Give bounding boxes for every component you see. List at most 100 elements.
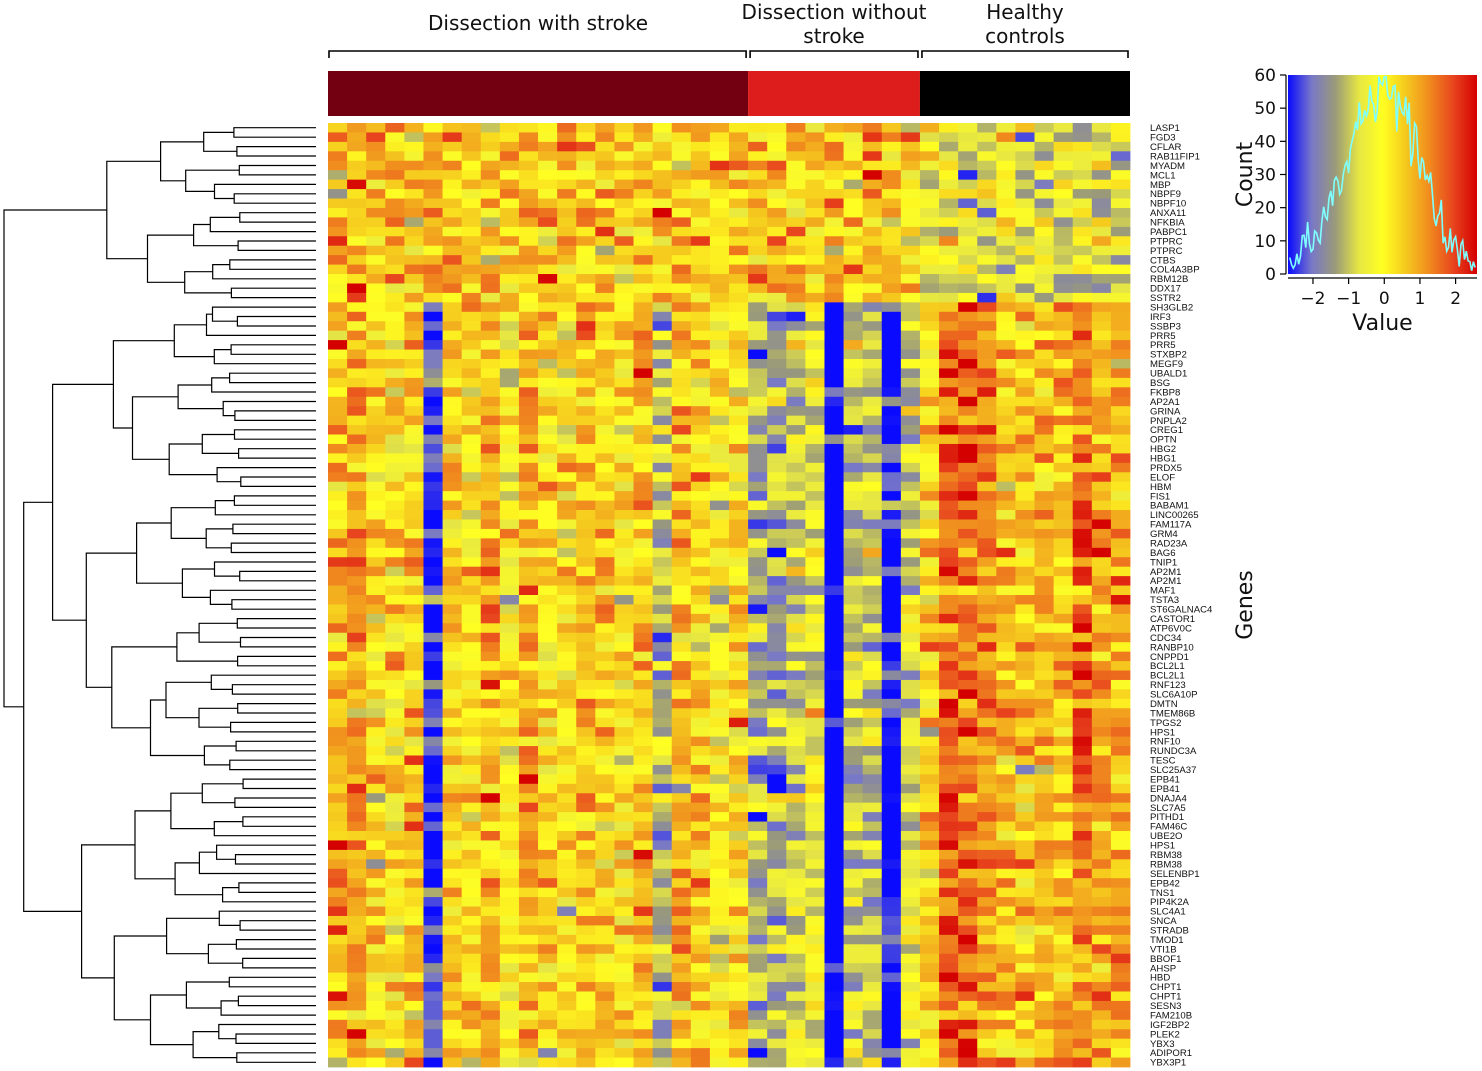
heatmap-cell bbox=[709, 576, 730, 586]
heatmap-cell bbox=[461, 604, 482, 615]
heatmap-cell bbox=[404, 736, 424, 747]
heatmap-cell bbox=[862, 868, 883, 879]
heatmap-cell bbox=[423, 708, 443, 719]
heatmap-cell bbox=[977, 595, 997, 605]
heatmap-cell bbox=[518, 679, 539, 690]
heatmap-cell bbox=[423, 849, 443, 860]
heatmap-cell bbox=[557, 226, 577, 237]
heatmap-cell bbox=[595, 802, 615, 813]
heatmap-cell bbox=[671, 132, 692, 143]
heatmap-cell bbox=[385, 821, 405, 832]
heatmap-cell bbox=[881, 642, 902, 653]
heatmap-cell bbox=[786, 708, 806, 719]
heatmap-cell bbox=[633, 547, 654, 558]
heatmap-cell bbox=[652, 1000, 673, 1011]
heatmap-cell bbox=[919, 642, 940, 653]
heatmap-cell bbox=[919, 764, 940, 775]
heatmap-cell bbox=[824, 576, 844, 586]
heatmap-cell bbox=[499, 236, 520, 247]
heatmap-cell bbox=[671, 434, 692, 445]
heatmap-cell bbox=[824, 1019, 844, 1030]
heatmap-cell bbox=[1015, 406, 1035, 417]
heatmap-cell bbox=[709, 274, 730, 284]
heatmap-cell bbox=[557, 878, 577, 889]
heatmap-cell bbox=[824, 443, 844, 454]
heatmap-cell bbox=[690, 226, 711, 237]
heatmap-cell bbox=[919, 661, 940, 671]
heatmap-cell bbox=[442, 604, 463, 615]
heatmap-cell bbox=[1110, 670, 1131, 681]
heatmap-cell bbox=[576, 226, 596, 237]
heatmap-cell bbox=[900, 151, 921, 162]
heatmap-cell bbox=[843, 859, 864, 870]
heatmap-cell bbox=[690, 793, 711, 804]
heatmap-cell bbox=[1072, 481, 1093, 492]
heatmap-cell bbox=[786, 963, 806, 973]
heatmap-cell bbox=[748, 528, 768, 539]
heatmap-cell bbox=[824, 868, 844, 879]
heatmap-cell bbox=[480, 717, 501, 728]
heatmap-cell bbox=[595, 604, 615, 615]
gene-label: MBP bbox=[1150, 180, 1171, 191]
heatmap-cell bbox=[576, 519, 596, 530]
heatmap-cell bbox=[1072, 321, 1093, 332]
heatmap-cell bbox=[385, 783, 405, 794]
heatmap-cell bbox=[805, 217, 825, 228]
heatmap-cell bbox=[404, 198, 424, 209]
heatmap-cell bbox=[767, 1019, 787, 1030]
heatmap-cell bbox=[1091, 934, 1112, 945]
heatmap-cell bbox=[1015, 321, 1035, 332]
heatmap-cell bbox=[538, 982, 558, 992]
heatmap-cell bbox=[709, 897, 730, 907]
heatmap-cell bbox=[385, 934, 405, 945]
heatmap-cell bbox=[595, 953, 615, 964]
heatmap-cell bbox=[805, 396, 825, 407]
heatmap-cell bbox=[385, 170, 405, 181]
heatmap-cell bbox=[1034, 1029, 1055, 1040]
heatmap-cell bbox=[824, 878, 844, 889]
heatmap-cell bbox=[977, 283, 997, 294]
heatmap-cell bbox=[900, 359, 921, 369]
heatmap-cell bbox=[1015, 689, 1035, 700]
heatmap-cell bbox=[767, 708, 787, 719]
heatmap-cell bbox=[538, 387, 558, 398]
heatmap-cell bbox=[805, 274, 825, 284]
heatmap-cell bbox=[652, 387, 673, 398]
heatmap-cell bbox=[1034, 670, 1055, 681]
heatmap-cell bbox=[1091, 443, 1112, 454]
heatmap-cell bbox=[824, 387, 844, 398]
heatmap-cell bbox=[404, 595, 424, 605]
heatmap-cell bbox=[328, 434, 348, 445]
heatmap-cell bbox=[328, 802, 348, 813]
heatmap-cell bbox=[518, 141, 539, 152]
heatmap-cell bbox=[977, 1038, 997, 1049]
heatmap-cell bbox=[404, 264, 424, 275]
heatmap-cell bbox=[347, 510, 367, 520]
heatmap-cell bbox=[805, 604, 825, 615]
heatmap-cell bbox=[843, 1048, 864, 1058]
heatmap-cell bbox=[1091, 566, 1112, 577]
heatmap-cell bbox=[614, 972, 634, 983]
heatmap-cell bbox=[900, 661, 921, 671]
heatmap-cell bbox=[595, 443, 615, 454]
heatmap-cell bbox=[958, 982, 978, 992]
heatmap-cell bbox=[595, 821, 615, 832]
heatmap-cell bbox=[538, 972, 558, 983]
heatmap-cell bbox=[1072, 132, 1093, 143]
heatmap-cell bbox=[671, 934, 692, 945]
heatmap-cell bbox=[690, 434, 711, 445]
heatmap-cell bbox=[518, 264, 539, 275]
heatmap-cell bbox=[518, 368, 539, 379]
heatmap-cell bbox=[1091, 831, 1112, 841]
heatmap-cell bbox=[786, 642, 806, 653]
heatmap-cell bbox=[557, 812, 577, 822]
color-key-y-tick-label: 10 bbox=[1254, 232, 1276, 252]
heatmap-cell bbox=[690, 425, 711, 435]
heatmap-cell bbox=[729, 481, 749, 492]
heatmap-cell bbox=[1015, 217, 1035, 228]
heatmap-cell bbox=[614, 679, 634, 690]
heatmap-cell bbox=[1034, 415, 1055, 426]
heatmap-cell bbox=[862, 434, 883, 445]
heatmap-cell bbox=[499, 1019, 520, 1030]
heatmap-cell bbox=[595, 311, 615, 322]
